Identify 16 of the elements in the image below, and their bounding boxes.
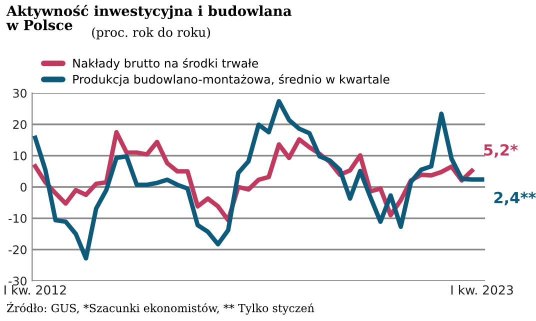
legend-label: Produkcja budowlano-montażowa, średnio w kwartale [73,74,390,86]
chart-subtitle: (proc. rok do roku) [92,27,210,40]
y-tick-label: 10 [14,151,27,160]
legend-label: Nakłady brutto na środki trwałe [73,58,258,70]
y-tick-label: -10 [8,214,27,223]
line-series [32,99,484,261]
y-tick-label: -20 [8,245,27,254]
y-tick-label: -30 [8,276,27,286]
y-tick-label: 0 [20,182,27,192]
x-tick-label: I kw. 2012 [4,285,66,295]
annotation: 5,2* [484,144,518,158]
x-tick-label: I kw. 2023 [451,285,513,295]
text: Źródło: GUS, *Szacunki ekonomistów, ** Tylko styczeń [6,302,314,315]
y-tick-label: 30 [13,88,27,98]
text: 2,4** [494,192,536,206]
y-tick-label: 20 [13,120,27,130]
